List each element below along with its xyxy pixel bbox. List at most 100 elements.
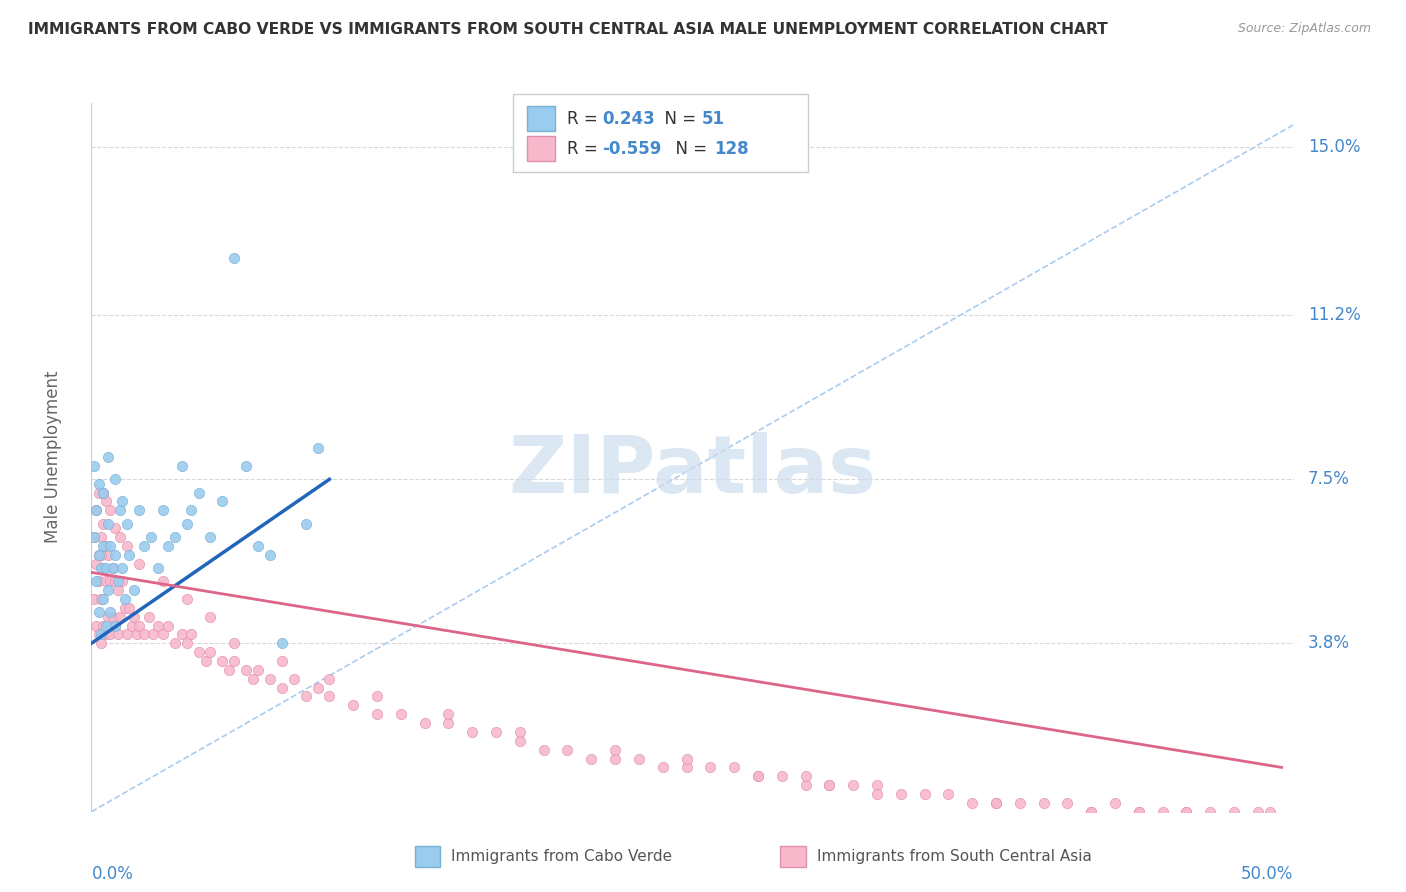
Point [318, 672, 340, 686]
Point [87, 574, 110, 589]
Text: IMMIGRANTS FROM CABO VERDE VS IMMIGRANTS FROM SOUTH CENTRAL ASIA MALE UNEMPLOYME: IMMIGRANTS FROM CABO VERDE VS IMMIGRANTS… [28, 22, 1108, 37]
Point [94, 539, 117, 553]
Point [104, 472, 127, 486]
Point [960, 796, 983, 810]
Point [794, 769, 817, 783]
Point [104, 548, 127, 562]
Point [235, 663, 257, 677]
Point [1080, 805, 1102, 819]
Point [866, 778, 889, 792]
Point [107, 627, 129, 641]
Point [413, 716, 436, 731]
Point [247, 663, 270, 677]
Text: 50.0%: 50.0% [1241, 865, 1294, 883]
Point [97, 609, 120, 624]
Point [115, 516, 138, 531]
Point [87, 548, 110, 562]
Point [342, 698, 364, 713]
Point [389, 707, 412, 722]
Point [1032, 796, 1054, 810]
Point [914, 787, 936, 801]
Point [770, 769, 793, 783]
Point [132, 627, 155, 641]
Point [91, 485, 114, 500]
Point [818, 778, 841, 792]
Point [87, 627, 110, 641]
Point [152, 503, 174, 517]
Point [100, 503, 122, 517]
Point [1223, 805, 1246, 819]
Point [283, 672, 305, 686]
Point [138, 609, 160, 624]
Point [1247, 805, 1270, 819]
Point [1258, 805, 1281, 819]
Point [90, 561, 112, 575]
Point [94, 574, 117, 589]
Point [97, 548, 120, 562]
Point [627, 751, 650, 765]
Point [307, 681, 329, 695]
Point [91, 561, 114, 575]
Point [111, 561, 134, 575]
Point [121, 618, 143, 632]
Text: Immigrants from Cabo Verde: Immigrants from Cabo Verde [451, 849, 672, 863]
Point [90, 530, 112, 544]
Point [111, 574, 134, 589]
Text: 11.2%: 11.2% [1308, 306, 1361, 325]
Point [294, 516, 316, 531]
Point [747, 769, 769, 783]
Point [366, 707, 388, 722]
Point [200, 645, 222, 659]
Point [111, 494, 134, 508]
Point [581, 751, 603, 765]
Point [938, 787, 960, 801]
Point [1199, 805, 1222, 819]
Text: R =: R = [567, 140, 603, 158]
Point [984, 796, 1007, 810]
Point [1080, 805, 1102, 819]
Point [142, 627, 165, 641]
Point [104, 618, 127, 632]
Point [122, 583, 145, 598]
Point [84, 503, 107, 517]
Point [307, 442, 329, 456]
Point [94, 618, 117, 632]
Point [90, 548, 112, 562]
Point [91, 485, 114, 500]
Point [84, 557, 107, 571]
Point [651, 760, 673, 774]
Point [270, 636, 292, 650]
Point [104, 618, 127, 632]
Point [108, 503, 131, 517]
Point [1175, 805, 1198, 819]
Point [87, 548, 110, 562]
Point [118, 600, 141, 615]
Point [139, 530, 162, 544]
Point [437, 716, 460, 731]
Point [461, 725, 484, 739]
Point [675, 760, 697, 774]
Point [104, 574, 127, 589]
Point [723, 760, 745, 774]
Point [128, 618, 150, 632]
Point [125, 627, 148, 641]
Point [675, 751, 697, 765]
Text: ZIPatlas: ZIPatlas [509, 433, 876, 510]
Point [224, 636, 246, 650]
Text: 7.5%: 7.5% [1308, 470, 1350, 488]
Point [890, 787, 912, 801]
Text: 0.243: 0.243 [602, 110, 655, 128]
Point [101, 561, 124, 575]
Point [294, 690, 316, 704]
Text: Male Unemployment: Male Unemployment [44, 371, 62, 543]
Point [84, 503, 107, 517]
Point [114, 592, 136, 607]
Point [509, 725, 531, 739]
Point [176, 592, 198, 607]
Point [170, 458, 193, 473]
Text: 0.0%: 0.0% [91, 865, 134, 883]
Point [235, 458, 257, 473]
Point [211, 494, 233, 508]
Point [101, 561, 124, 575]
Point [699, 760, 721, 774]
